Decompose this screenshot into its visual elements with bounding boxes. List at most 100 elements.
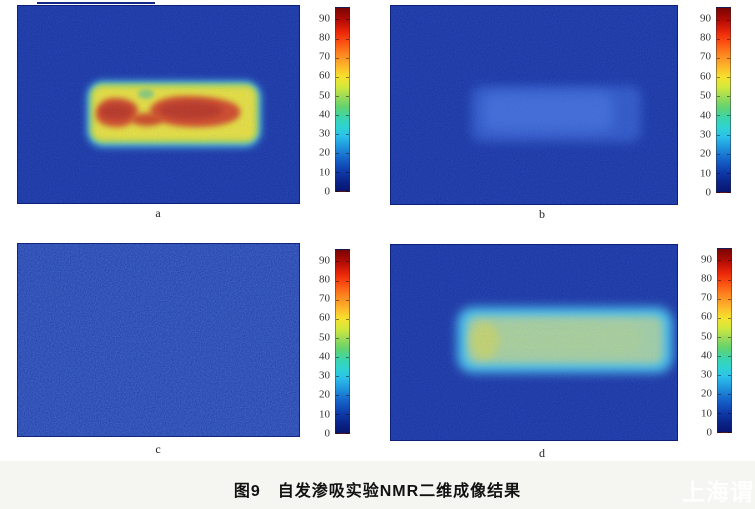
colorbar-ticks: 90 80 70 60 50 40 30 20 10 0 — [693, 248, 715, 438]
colorbar-tick-mark — [728, 298, 731, 300]
colorbar-tick-mark — [346, 114, 349, 116]
colorbar-tick-mark — [728, 317, 731, 319]
crop-artifact-line — [37, 2, 155, 4]
colorbar-tick-label: 90 — [319, 254, 330, 267]
colorbar-tick-mark — [346, 133, 349, 135]
colorbar-tick-mark — [728, 374, 731, 376]
colorbar-gradient — [716, 7, 731, 193]
colorbar-tick-mark — [717, 192, 720, 193]
colorbar-tick-label: 0 — [324, 185, 331, 198]
colorbar-tick-mark — [717, 172, 720, 174]
colorbar-tick-label: 30 — [700, 128, 711, 141]
colorbar-tick-mark — [727, 19, 730, 21]
colorbar-tick-mark — [717, 96, 720, 98]
noise-texture — [18, 6, 299, 203]
colorbar-tick-label: 60 — [319, 311, 330, 324]
colorbar-ticks: 90 80 70 60 50 40 30 20 10 0 — [311, 249, 333, 439]
colorbar-tick-mark — [717, 115, 720, 117]
colorbar-tick-mark — [717, 77, 720, 78]
colorbar-tick-mark — [336, 38, 339, 40]
colorbar-tick-mark — [336, 114, 339, 116]
colorbar-tick-mark — [717, 153, 720, 155]
colorbar-b: 90 80 70 60 50 40 30 20 10 0 — [692, 7, 732, 198]
colorbar-tick-mark — [727, 96, 730, 98]
colorbar-tick-label: 0 — [705, 186, 712, 199]
colorbar-tick-label: 70 — [319, 292, 330, 305]
colorbar-tick-mark — [728, 336, 731, 338]
colorbar-tick-mark — [336, 19, 339, 21]
colorbar-tick-mark — [717, 38, 720, 40]
colorbar-tick-mark — [336, 95, 339, 97]
colorbar-tick-mark — [346, 337, 349, 339]
colorbar-tick-mark — [727, 77, 730, 78]
colorbar-tick-label: 80 — [701, 272, 712, 285]
colorbar-tick-mark — [336, 299, 339, 301]
colorbar-tick-mark — [336, 375, 339, 377]
colorbar-tick-label: 70 — [701, 291, 712, 304]
colorbar-tick-mark — [718, 393, 721, 395]
colorbar-tick-label: 50 — [319, 331, 330, 344]
colorbar-tick-mark — [346, 394, 349, 396]
colorbar-tick-mark — [346, 57, 349, 59]
colorbar-tick-mark — [346, 280, 349, 282]
colorbar-tick-mark — [346, 433, 349, 434]
colorbar-tick-label: 90 — [701, 253, 712, 266]
colorbar-tick-mark — [718, 374, 721, 376]
colorbar-tick-mark — [346, 375, 349, 377]
noise-texture — [391, 245, 677, 440]
colorbar-tick-mark — [718, 279, 721, 281]
colorbar-tick-label: 30 — [319, 127, 330, 140]
colorbar-tick-label: 40 — [319, 108, 330, 121]
colorbar-tick-label: 50 — [700, 89, 711, 102]
colorbar-tick-mark — [728, 279, 731, 281]
colorbar-tick-mark — [728, 355, 731, 357]
colorbar-tick-label: 90 — [700, 12, 711, 25]
colorbar-tick-label: 50 — [319, 89, 330, 102]
noise-texture — [391, 6, 677, 204]
colorbar-tick-mark — [728, 412, 731, 414]
colorbar-tick-mark — [346, 95, 349, 97]
colorbar-tick-mark — [336, 152, 339, 154]
colorbar-tick-mark — [727, 172, 730, 174]
colorbar-tick-mark — [346, 413, 349, 415]
colorbar-tick-mark — [718, 336, 721, 338]
colorbar-tick-mark — [718, 260, 721, 262]
colorbar-tick-mark — [727, 38, 730, 40]
colorbar-tick-label: 10 — [701, 407, 712, 420]
heatmap-a — [17, 5, 300, 204]
colorbar-tick-mark — [346, 318, 349, 320]
colorbar-tick-mark — [727, 57, 730, 59]
colorbar-tick-label: 40 — [319, 350, 330, 363]
panel-label-b: b — [539, 207, 545, 221]
colorbar-tick-mark — [336, 413, 339, 415]
colorbar-tick-mark — [336, 356, 339, 358]
colorbar-tick-mark — [346, 152, 349, 154]
colorbar-tick-mark — [346, 261, 349, 263]
colorbar-tick-mark — [718, 317, 721, 319]
colorbar-tick-label: 70 — [319, 50, 330, 63]
colorbar-tick-mark — [336, 280, 339, 282]
colorbar-tick-label: 0 — [324, 427, 331, 440]
colorbar-tick-mark — [346, 191, 349, 192]
colorbar-tick-label: 60 — [701, 310, 712, 323]
watermark: 上海谓载 — [682, 479, 755, 505]
colorbar-tick-label: 40 — [700, 109, 711, 121]
colorbar-tick-label: 20 — [319, 146, 330, 159]
colorbar-tick-mark — [336, 133, 339, 135]
colorbar-tick-mark — [718, 432, 721, 433]
colorbar-tick-label: 10 — [319, 166, 330, 179]
colorbar-tick-label: 20 — [319, 388, 330, 401]
colorbar-tick-mark — [336, 318, 339, 320]
colorbar-ticks: 90 80 70 60 50 40 30 20 10 0 — [311, 7, 333, 197]
colorbar-tick-mark — [717, 19, 720, 21]
heatmap-c — [17, 243, 300, 437]
noise-texture — [18, 244, 299, 436]
colorbar-tick-label: 80 — [319, 31, 330, 44]
colorbar-tick-mark — [717, 57, 720, 59]
colorbar-tick-mark — [718, 355, 721, 357]
colorbar-tick-mark — [336, 394, 339, 396]
colorbar-tick-mark — [346, 38, 349, 40]
colorbar-tick-mark — [346, 76, 349, 78]
colorbar-gradient — [717, 248, 732, 433]
colorbar-tick-mark — [728, 393, 731, 395]
